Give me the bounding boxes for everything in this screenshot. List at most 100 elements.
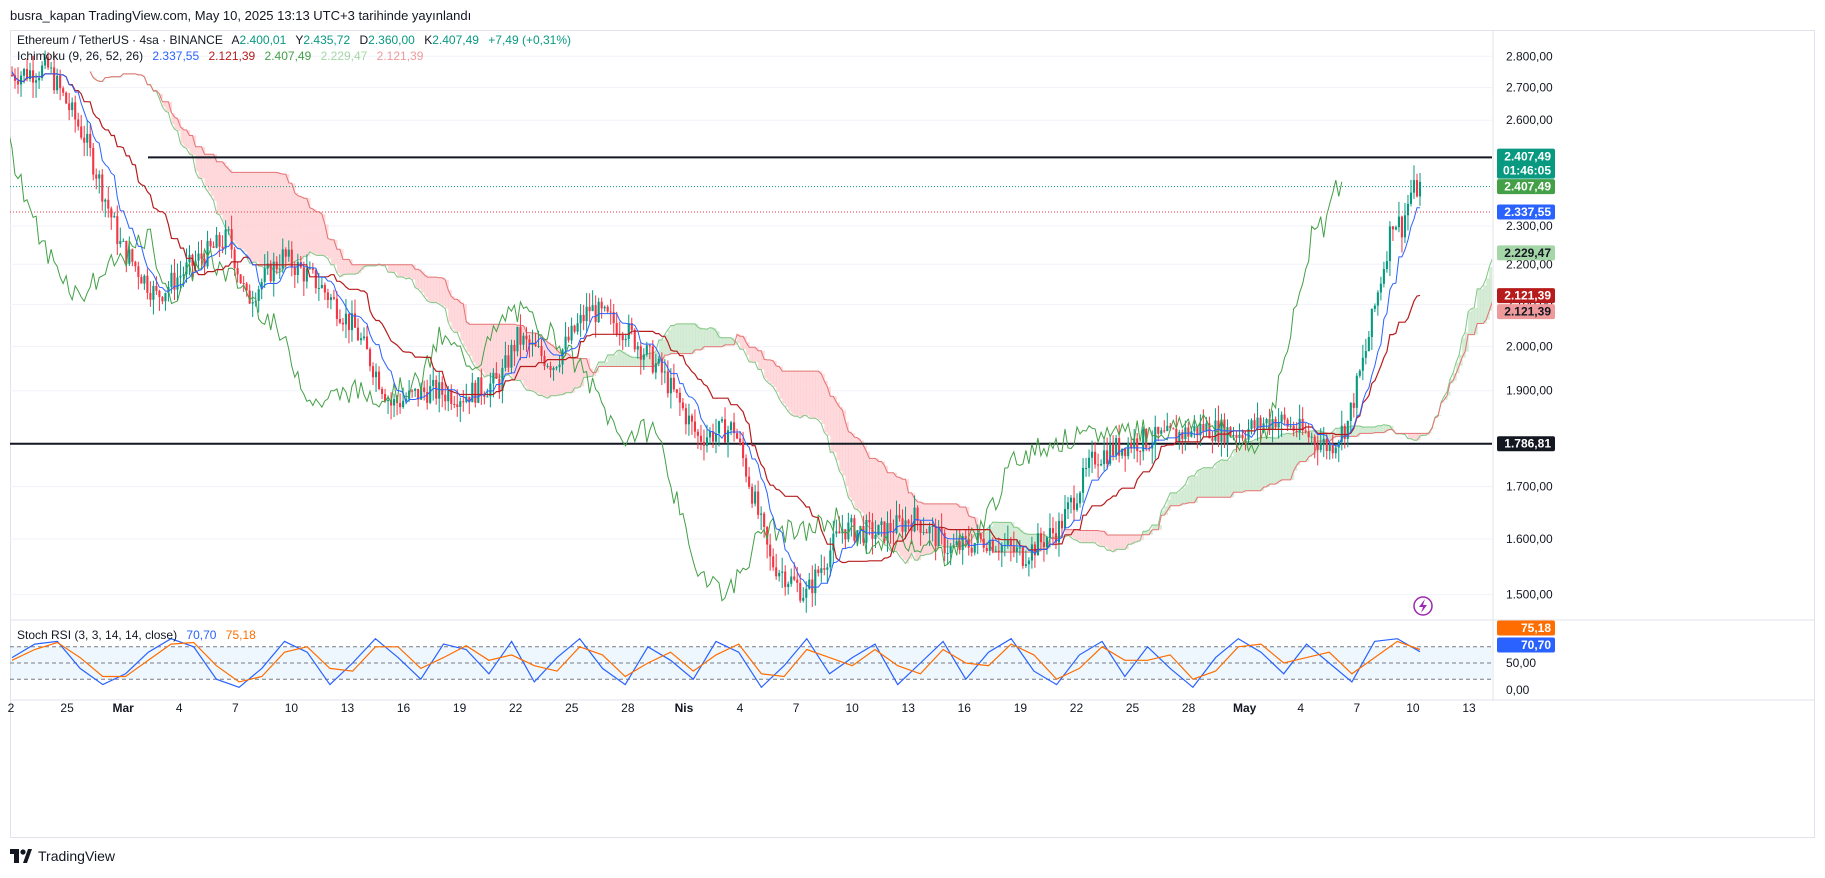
cloud-segment (1416, 433, 1421, 441)
chart-frame (10, 30, 1815, 838)
candle-body (889, 522, 892, 532)
candle-body (1018, 547, 1021, 549)
candle-body (820, 568, 823, 573)
candle-body (260, 281, 263, 290)
cloud-segment (863, 445, 868, 523)
candle-body (1238, 434, 1241, 438)
candle-body (1406, 203, 1410, 216)
cloud-segment (676, 323, 681, 354)
stoch-rsi-panel (10, 637, 1492, 689)
cloud-segment (1254, 439, 1259, 491)
cloud-segment (914, 498, 919, 561)
candle-body (919, 521, 922, 533)
candle-body (1331, 444, 1334, 454)
cloud-segment (1260, 437, 1265, 491)
candle-body (384, 393, 387, 402)
price-axis[interactable]: 2.800,00 2.700,00 2.600,00 2.300,00 2.200,00… (1506, 49, 1553, 697)
cloud-segment (1447, 391, 1451, 396)
cloud-segment (1230, 456, 1235, 498)
cloud-segment (899, 477, 904, 557)
candle-body (714, 433, 718, 442)
ichimoku-lines (10, 71, 1421, 602)
cloud-segment (481, 324, 485, 372)
candle-body (1298, 418, 1301, 433)
y-tick-label: 2.300,00 (1506, 219, 1553, 233)
cloud-segment (610, 354, 615, 367)
candle-body (86, 133, 89, 143)
candle-body (1415, 180, 1419, 197)
candle-body (362, 336, 366, 339)
cloud-segment (586, 358, 591, 378)
candle-body (763, 513, 766, 527)
candle-body (540, 345, 543, 356)
cloud-segment (1122, 534, 1126, 550)
candle-body (1277, 421, 1280, 428)
candlestick-series (10, 50, 1422, 613)
cloud-segment (1371, 426, 1376, 434)
candle-body (1039, 533, 1042, 543)
cloud-segment (339, 249, 344, 277)
candle-body (1160, 430, 1163, 434)
candle-body (528, 339, 531, 345)
candle-body (591, 305, 594, 312)
cloud-segment (186, 130, 191, 149)
cloud-segment (1432, 427, 1436, 429)
lightning-icon[interactable] (1413, 596, 1433, 616)
candle-body (1271, 419, 1274, 430)
y-tick-label: 2.600,00 (1506, 113, 1553, 127)
cloud-segment (989, 526, 994, 545)
cloud-segment (743, 336, 747, 350)
candle-body (1304, 430, 1307, 432)
cloud-segment (318, 211, 323, 256)
candle-body (657, 358, 660, 364)
candle-body (510, 344, 513, 368)
candle-body (1325, 438, 1328, 452)
candle-body (296, 261, 299, 276)
cloud-segment (794, 371, 798, 417)
candle-body (1133, 438, 1136, 449)
cloud-segment (430, 277, 434, 303)
cloud-segment (619, 350, 624, 367)
cloud-segment (971, 517, 976, 539)
candle-body (856, 530, 859, 541)
cloud-segment (719, 337, 723, 347)
cloud-segment (496, 324, 500, 378)
cloud-segment (697, 327, 702, 350)
candle-body (892, 531, 895, 533)
cloud-segment (779, 366, 783, 399)
cloud-segment (1185, 484, 1189, 504)
candle-body (967, 538, 970, 548)
candle-body (1193, 426, 1196, 432)
horizontal-levels[interactable] (10, 156, 1492, 445)
cloud-segment (427, 277, 431, 301)
x-tick-label: 10 (1406, 701, 1420, 715)
candle-body (663, 371, 666, 373)
cloud-segment (165, 101, 170, 112)
candle-body (970, 547, 973, 553)
cloud-segment (120, 76, 124, 78)
candle-body (1247, 428, 1250, 440)
cloud-segment (1407, 433, 1412, 439)
y-tick-label: 1.500,00 (1506, 588, 1553, 602)
candle-body (808, 579, 811, 589)
cloud-segment (336, 249, 341, 274)
candle-body (245, 283, 248, 291)
x-tick-label: 25 (60, 701, 74, 715)
cloud-segment (183, 129, 188, 148)
cloud-segment (1314, 430, 1319, 453)
candle-body (826, 567, 829, 570)
candle-body (606, 306, 609, 312)
candle-body (1334, 447, 1337, 454)
y-tick-label: 2.800,00 (1506, 49, 1553, 63)
candle-body (200, 253, 203, 259)
cloud-segment (860, 440, 865, 513)
tradingview-footer[interactable]: TradingView (10, 848, 115, 864)
candle-body (495, 372, 498, 379)
candle-body (561, 349, 564, 365)
cloud-segment (938, 503, 943, 546)
candle-body (197, 253, 200, 261)
cloud-segment (1441, 402, 1445, 403)
time-axis[interactable]: 2 25 Mar 4 7 10 13 16 19 22 25 28 Nis 4 7 10 13 16 19 22 25 2… (8, 701, 1476, 715)
cloud-segment (827, 386, 831, 436)
